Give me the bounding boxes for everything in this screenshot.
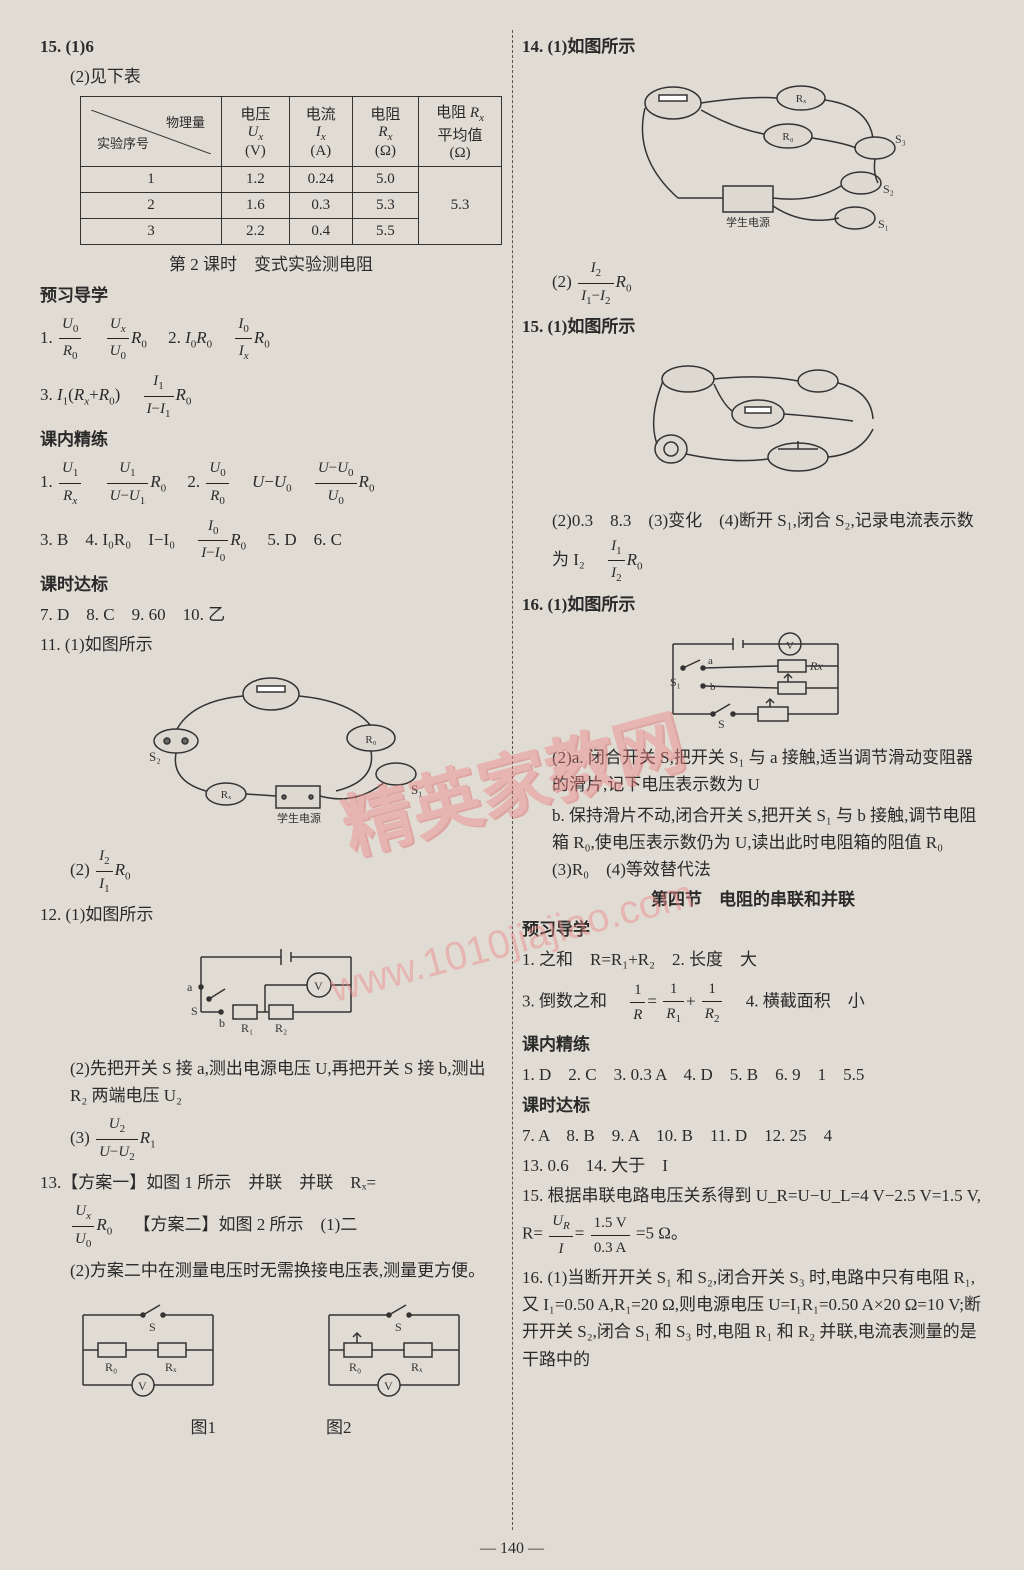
inclass-1: 1. U1Rx U1U−U1R0 2. U0R0 U−U0 U−U0U0R0 <box>40 456 502 510</box>
svg-text:R₀: R₀ <box>365 734 376 746</box>
inclass-heading-l: 课内精练 <box>40 426 502 453</box>
svg-text:S₁: S₁ <box>670 675 681 689</box>
table-cell-avg: 5.3 <box>419 167 502 245</box>
table-cell: 5.5 <box>352 219 418 245</box>
section4-title: 第四节 电阻的串联和并联 <box>522 886 984 913</box>
timed-7: 7. D 8. C 9. 60 10. 乙 <box>40 601 502 628</box>
t13-3: (2)方案二中在测量电压时无需换接电压表,测量更方便。 <box>70 1257 502 1284</box>
q15-1: 15. (1)6 <box>40 33 502 60</box>
table-cell: 1.2 <box>222 167 290 193</box>
svg-text:V: V <box>384 1379 393 1393</box>
table-cell: 2.2 <box>222 219 290 245</box>
svg-text:R₁: R₁ <box>241 1021 253 1035</box>
svg-text:Rₓ: Rₓ <box>221 789 232 801</box>
table-cell: 0.3 <box>289 193 352 219</box>
svg-text:V: V <box>138 1379 147 1393</box>
table-cell: 0.24 <box>289 167 352 193</box>
svg-text:a: a <box>187 980 193 994</box>
th-u: 电压 Ux(V) <box>222 97 290 167</box>
r-t16: 16. (1)当断开开关 S₁ 和 S₂,闭合开关 S₃ 时,电路中只有电阻 R… <box>522 1264 984 1373</box>
timed-heading-l: 课时达标 <box>40 571 502 598</box>
t12-2: (2)先把开关 S 接 a,测出电源电压 U,再把开关 S 接 b,测出 R₂ … <box>70 1055 502 1109</box>
table-cell: 1 <box>81 167 222 193</box>
timed-11: 11. (1)如图所示 <box>40 631 502 658</box>
svg-text:a: a <box>708 655 713 667</box>
svg-text:S₃: S₃ <box>895 132 906 146</box>
circuit-fig1: S R₀ Rₓ V <box>63 1295 233 1405</box>
table-cell: 1.6 <box>222 193 290 219</box>
svg-text:S: S <box>718 717 725 731</box>
svg-text:R₀: R₀ <box>349 1360 361 1374</box>
fig2-label: 图2 <box>326 1413 352 1438</box>
circuit-fig2: S R₀ Rₓ V <box>309 1295 479 1405</box>
table-cell: 5.3 <box>352 193 418 219</box>
t12-3: (3) U2U−U2R1 <box>70 1112 502 1166</box>
t13-1: 13.【方案一】如图 1 所示 并联 并联 Rₓ= <box>40 1169 502 1196</box>
right-column: 14. (1)如图所示 Rₓ R₀ S₃ S₂ 学生电源 S₁ (2) I2I1… <box>522 30 984 1438</box>
r-p1: 1. 之和 R=R₁+R₂ 2. 长度 大 <box>522 946 984 973</box>
r-ic1: 1. D 2. C 3. 0.3 A 4. D 5. B 6. 9 1 5.5 <box>522 1061 984 1088</box>
inclass-heading-r: 课内精练 <box>522 1031 984 1058</box>
th-r: 电阻 Rx(Ω) <box>352 97 418 167</box>
svg-text:S: S <box>149 1320 156 1334</box>
th-avg: 电阻 Rx平均值(Ω) <box>419 97 502 167</box>
q15-2: (2)见下表 <box>70 63 502 90</box>
svg-text:学生电源: 学生电源 <box>277 811 321 825</box>
t13-1b: UxU0R0 【方案二】如图 2 所示 (1)二 <box>70 1199 502 1253</box>
svg-text:R₂: R₂ <box>275 1021 287 1035</box>
preview-1: 1. U0R0 UxU0R0 2. I0R0 I0IxR0 <box>40 312 502 366</box>
experiment-table: 物理量 实验序号 电压 Ux(V) 电流 Ix(A) 电阻 Rx(Ω) 电阻 R… <box>80 96 502 245</box>
svg-text:S₂: S₂ <box>883 182 894 196</box>
svg-text:S₁: S₁ <box>878 217 889 231</box>
svg-text:R₀: R₀ <box>782 131 793 143</box>
inclass-3: 3. B 4. I₀R₀ I−I₀ I0I−I0R0 5. D 6. C <box>40 514 502 568</box>
q15-2r: (2)0.3 8.3 (3)变化 (4)断开 S₁,闭合 S₂,记录电流表示数为… <box>552 507 984 588</box>
q14: 14. (1)如图所示 <box>522 33 984 60</box>
q16-r: 16. (1)如图所示 <box>522 591 984 618</box>
svg-text:S₁: S₁ <box>411 782 423 797</box>
table-cell: 3 <box>81 219 222 245</box>
t11-2: (2) I2I1R0 <box>70 844 502 898</box>
svg-text:S: S <box>191 1004 198 1018</box>
circuit-12-diagram: a S b R₁ R₂ V <box>161 937 381 1047</box>
table-cell: 5.0 <box>352 167 418 193</box>
lesson2-title: 第 2 课时 变式实验测电阻 <box>40 251 502 278</box>
q16-2b: b. 保持滑片不动,闭合开关 S,把开关 S₁ 与 b 接触,调节电阻箱 R₀,… <box>552 802 984 884</box>
table-cell: 2 <box>81 193 222 219</box>
svg-text:学生电源: 学生电源 <box>726 215 770 229</box>
q15-r: 15. (1)如图所示 <box>522 313 984 340</box>
preview-3: 3. I1(Rx+R0) I1I−I1R0 <box>40 369 502 423</box>
th-i: 电流 Ix(A) <box>289 97 352 167</box>
svg-text:Rₓ: Rₓ <box>165 1360 177 1374</box>
svg-text:S: S <box>395 1320 402 1334</box>
page-number: — 140 — <box>480 1540 544 1558</box>
circuit-15-diagram <box>593 349 913 499</box>
preview-heading-l: 预习导学 <box>40 282 502 309</box>
svg-text:b: b <box>219 1016 225 1030</box>
fig1-label: 图1 <box>191 1413 217 1438</box>
svg-text:S₂: S₂ <box>149 749 161 764</box>
circuit-16-diagram: V S₁ a b Rx S <box>648 626 858 736</box>
preview-heading-r: 预习导学 <box>522 916 984 943</box>
circuit-11-diagram: S₂ R₀ Rₓ 学生电源 S₁ <box>111 666 431 836</box>
svg-text:Rₓ: Rₓ <box>796 93 807 105</box>
circuit-14-diagram: Rₓ R₀ S₃ S₂ 学生电源 S₁ <box>583 68 923 248</box>
timed-heading-r: 课时达标 <box>522 1092 984 1119</box>
q16-2a: (2)a. 闭合开关 S,把开关 S₁ 与 a 接触,适当调节滑动变阻器的滑片,… <box>552 744 984 798</box>
q14-2: (2) I2I1−I2R0 <box>552 256 984 310</box>
r-t13: 13. 0.6 14. 大于 I <box>522 1152 984 1179</box>
svg-text:R₀: R₀ <box>105 1360 117 1374</box>
svg-text:V: V <box>314 979 323 993</box>
th-top: 物理量 <box>166 112 205 131</box>
r-t7: 7. A 8. B 9. A 10. B 11. D 12. 25 4 <box>522 1122 984 1149</box>
svg-text:Rₓ: Rₓ <box>411 1360 423 1374</box>
left-column: 15. (1)6 (2)见下表 物理量 实验序号 电压 Ux(V) 电流 Ix(… <box>40 30 502 1438</box>
r-t15: 15. 根据串联电路电压关系得到 U_R=U−U_L=4 V−2.5 V=1.5… <box>522 1182 984 1261</box>
r-p3: 3. 倒数之和 1R= 1R1+ 1R2 4. 横截面积 小 <box>522 977 984 1029</box>
table-cell: 0.4 <box>289 219 352 245</box>
timed-12: 12. (1)如图所示 <box>40 901 502 928</box>
svg-text:V: V <box>786 640 794 652</box>
th-bot: 实验序号 <box>97 133 149 152</box>
